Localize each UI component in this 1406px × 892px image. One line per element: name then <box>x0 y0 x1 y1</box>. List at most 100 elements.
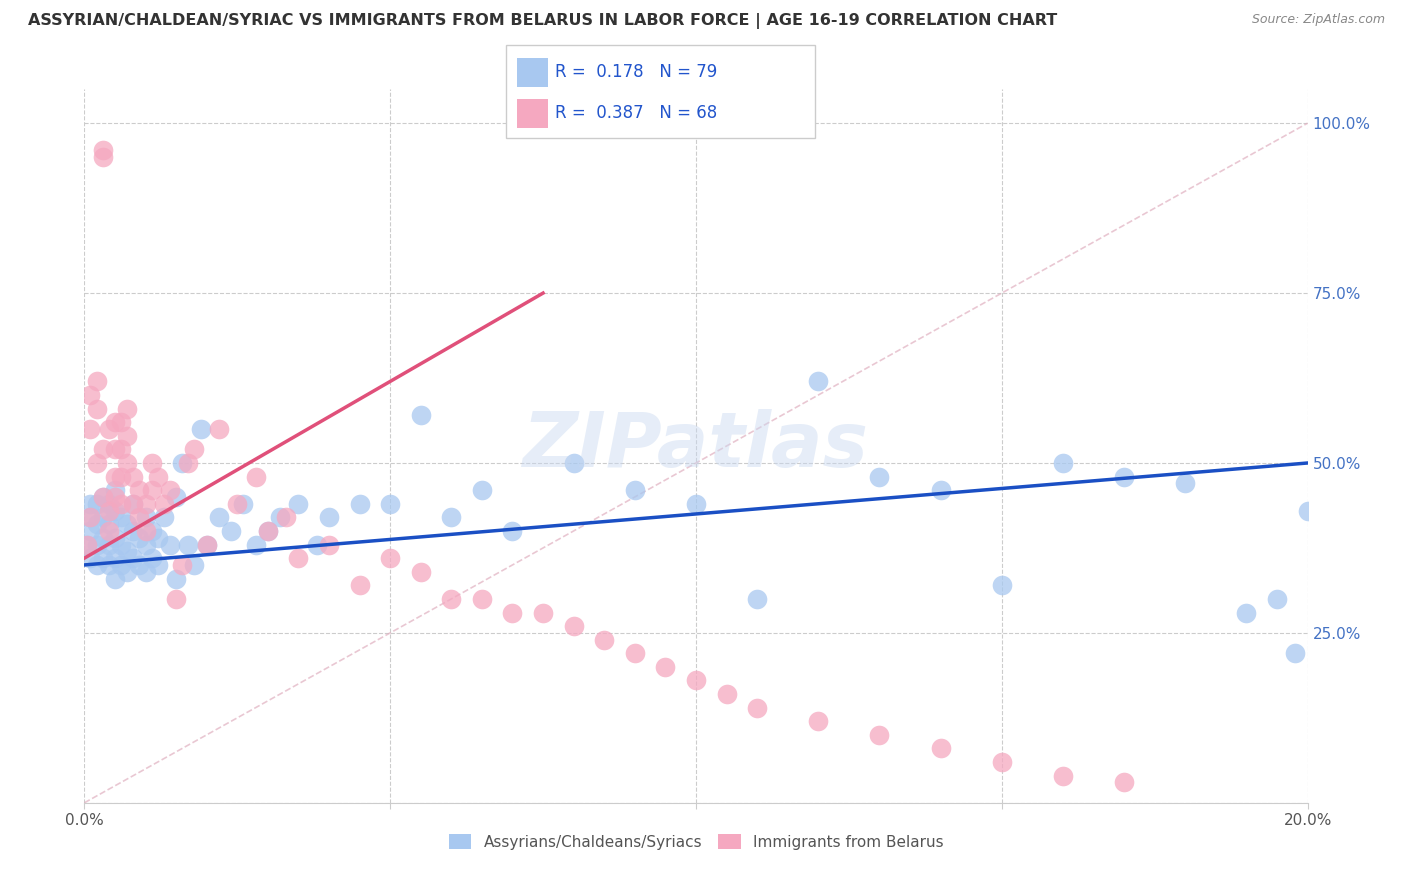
Point <box>380 551 402 566</box>
Point <box>115 401 138 416</box>
Point <box>471 591 494 606</box>
Point <box>122 497 145 511</box>
Point <box>115 517 138 532</box>
Point <box>1052 456 1074 470</box>
Point <box>86 375 108 389</box>
Point <box>929 741 952 756</box>
Point <box>1236 606 1258 620</box>
Point <box>562 619 585 633</box>
Point <box>1052 769 1074 783</box>
Point <box>91 490 114 504</box>
Text: ZIPatlas: ZIPatlas <box>523 409 869 483</box>
Point <box>135 497 157 511</box>
Point <box>128 558 150 572</box>
Point <box>86 456 108 470</box>
Point <box>97 558 120 572</box>
Point <box>86 537 108 551</box>
Point <box>115 456 138 470</box>
Point <box>685 497 707 511</box>
Point <box>76 537 98 551</box>
Point <box>716 687 738 701</box>
Point <box>110 537 132 551</box>
Point <box>104 490 127 504</box>
Point <box>79 388 101 402</box>
Point <box>226 497 249 511</box>
Point <box>349 578 371 592</box>
Point <box>91 551 114 566</box>
Point <box>146 558 169 572</box>
Point <box>232 497 254 511</box>
Point <box>122 497 145 511</box>
Point <box>409 565 432 579</box>
Text: R =  0.387   N = 68: R = 0.387 N = 68 <box>555 104 717 122</box>
Point <box>183 442 205 457</box>
Point <box>97 497 120 511</box>
Point <box>165 490 187 504</box>
Point <box>115 544 138 558</box>
Point <box>440 591 463 606</box>
Point <box>624 483 647 498</box>
Point <box>1174 476 1197 491</box>
Point <box>128 531 150 545</box>
Point <box>86 401 108 416</box>
Point <box>190 422 212 436</box>
Point <box>869 469 891 483</box>
Point <box>287 551 309 566</box>
Point <box>159 537 181 551</box>
Point <box>128 510 150 524</box>
Point <box>562 456 585 470</box>
Point <box>122 551 145 566</box>
Point <box>141 524 163 538</box>
Point <box>531 606 554 620</box>
Point <box>79 422 101 436</box>
Point <box>208 510 231 524</box>
Text: R =  0.178   N = 79: R = 0.178 N = 79 <box>555 63 717 81</box>
Point <box>153 497 176 511</box>
Point <box>110 415 132 429</box>
Point <box>110 469 132 483</box>
Point <box>165 572 187 586</box>
Point <box>991 755 1014 769</box>
Point <box>208 422 231 436</box>
Point <box>1265 591 1288 606</box>
Point <box>115 565 138 579</box>
Point <box>245 469 267 483</box>
Point <box>86 558 108 572</box>
Point <box>807 714 830 729</box>
Point <box>318 537 340 551</box>
Point <box>104 503 127 517</box>
Point <box>110 510 132 524</box>
Point <box>929 483 952 498</box>
Point <box>79 510 101 524</box>
Point <box>104 483 127 498</box>
Point <box>219 524 242 538</box>
Point <box>502 524 524 538</box>
Point <box>159 483 181 498</box>
Point <box>86 517 108 532</box>
Point <box>195 537 218 551</box>
Point <box>104 469 127 483</box>
Point <box>257 524 280 538</box>
Point <box>135 510 157 524</box>
Point <box>91 490 114 504</box>
Point <box>146 531 169 545</box>
Point <box>79 497 101 511</box>
Point <box>991 578 1014 592</box>
Point <box>141 551 163 566</box>
Point <box>654 660 676 674</box>
Point <box>104 572 127 586</box>
Point <box>380 497 402 511</box>
Point <box>91 150 114 164</box>
Point <box>172 456 194 470</box>
Point <box>245 537 267 551</box>
Point <box>97 503 120 517</box>
Point <box>141 483 163 498</box>
Point <box>91 531 114 545</box>
Point <box>747 591 769 606</box>
Point <box>257 524 280 538</box>
Point <box>172 558 194 572</box>
Point <box>91 510 114 524</box>
Point <box>91 144 114 158</box>
Point <box>1114 469 1136 483</box>
Point <box>685 673 707 688</box>
